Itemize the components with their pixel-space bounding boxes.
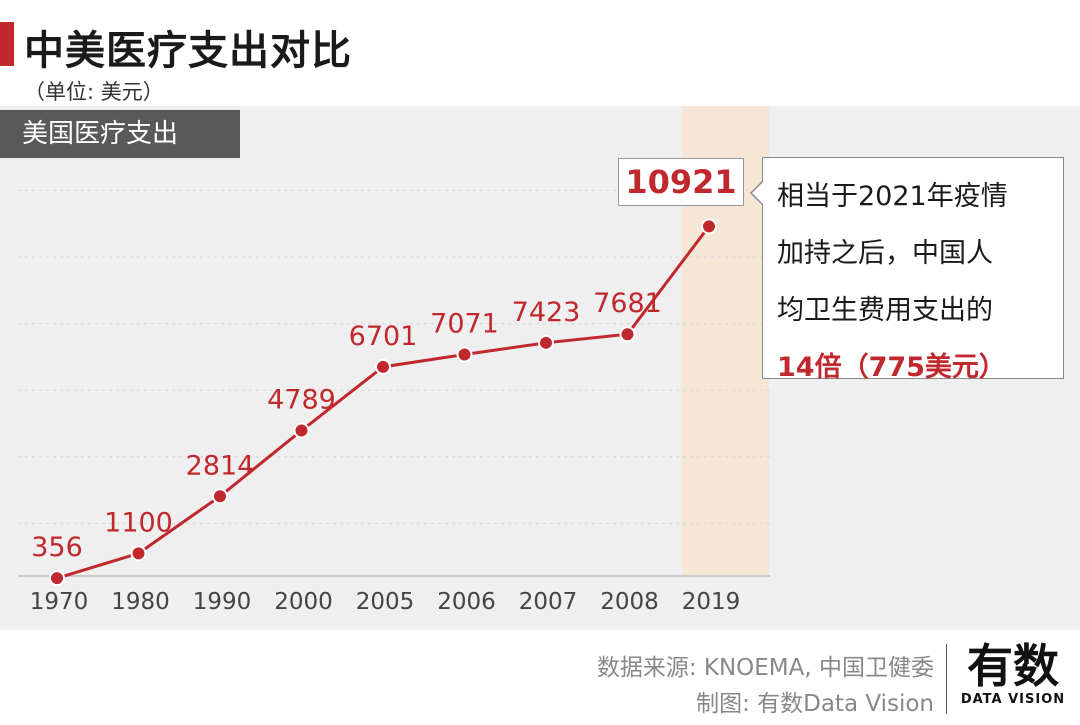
data-label-2008: 7681 — [593, 288, 662, 319]
source-text: 数据来源: KNOEMA, 中国卫健委 — [596, 655, 934, 681]
data-point-2007 — [538, 334, 554, 351]
unit-label: （单位: 美元） — [24, 80, 164, 104]
data-label-1990: 2814 — [186, 450, 255, 481]
x-tick-2005: 2005 — [356, 589, 415, 615]
data-points — [49, 218, 717, 587]
callout-highlight: 14倍（775美元） — [777, 352, 1006, 383]
x-tick-labels: 1970 1980 1990 2000 2005 2006 2007 2008 2019 — [30, 589, 741, 615]
data-label-2005: 6701 — [349, 321, 418, 352]
data-label-1980: 1100 — [104, 507, 173, 538]
x-tick-1990: 1990 — [193, 589, 252, 615]
x-tick-2019: 2019 — [682, 589, 741, 615]
data-label-2006: 7071 — [430, 309, 499, 340]
data-label-1970: 356 — [31, 532, 83, 563]
series-name-label: 美国医疗支出 — [0, 110, 240, 158]
x-tick-1970: 1970 — [30, 589, 89, 615]
page-title: 中美医疗支出对比 — [24, 28, 352, 74]
logo-subtext: DATA VISION — [960, 692, 1066, 707]
brand-logo: 有数 DATA VISION — [958, 640, 1068, 707]
x-tick-2007: 2007 — [519, 589, 578, 615]
data-label-2007: 7423 — [512, 297, 581, 328]
gridlines — [18, 189, 770, 524]
data-label-2000: 4789 — [267, 385, 336, 416]
data-point-1970 — [49, 570, 65, 587]
x-tick-2008: 2008 — [600, 589, 659, 615]
data-point-2006 — [456, 346, 473, 363]
title-accent-bar — [0, 22, 14, 66]
x-tick-2006: 2006 — [437, 589, 496, 615]
data-point-2008 — [619, 326, 636, 343]
callout-line-1: 相当于2021年疫情 — [777, 181, 1008, 212]
annotation-callout: 相当于2021年疫情 加持之后，中国人 均卫生费用支出的 14倍（775美元） — [750, 157, 1064, 383]
data-labels: 356 1100 2814 4789 6701 7071 7423 7681 — [31, 288, 662, 563]
data-point-2005 — [375, 358, 391, 375]
logo-wordmark: 有数 — [967, 639, 1059, 693]
data-label-2019: 10921 — [618, 158, 744, 206]
callout-line-3: 均卫生费用支出的 — [777, 295, 993, 326]
data-point-1990 — [212, 488, 228, 505]
callout-line-2: 加持之后，中国人 — [777, 238, 993, 269]
x-tick-2000: 2000 — [274, 589, 333, 615]
data-point-2000 — [293, 422, 310, 439]
credit-text: 制图: 有数Data Vision — [696, 691, 934, 717]
data-point-1980 — [130, 545, 147, 562]
data-point-2019 — [701, 218, 717, 235]
footer-divider — [946, 644, 947, 714]
x-tick-1980: 1980 — [111, 589, 170, 615]
